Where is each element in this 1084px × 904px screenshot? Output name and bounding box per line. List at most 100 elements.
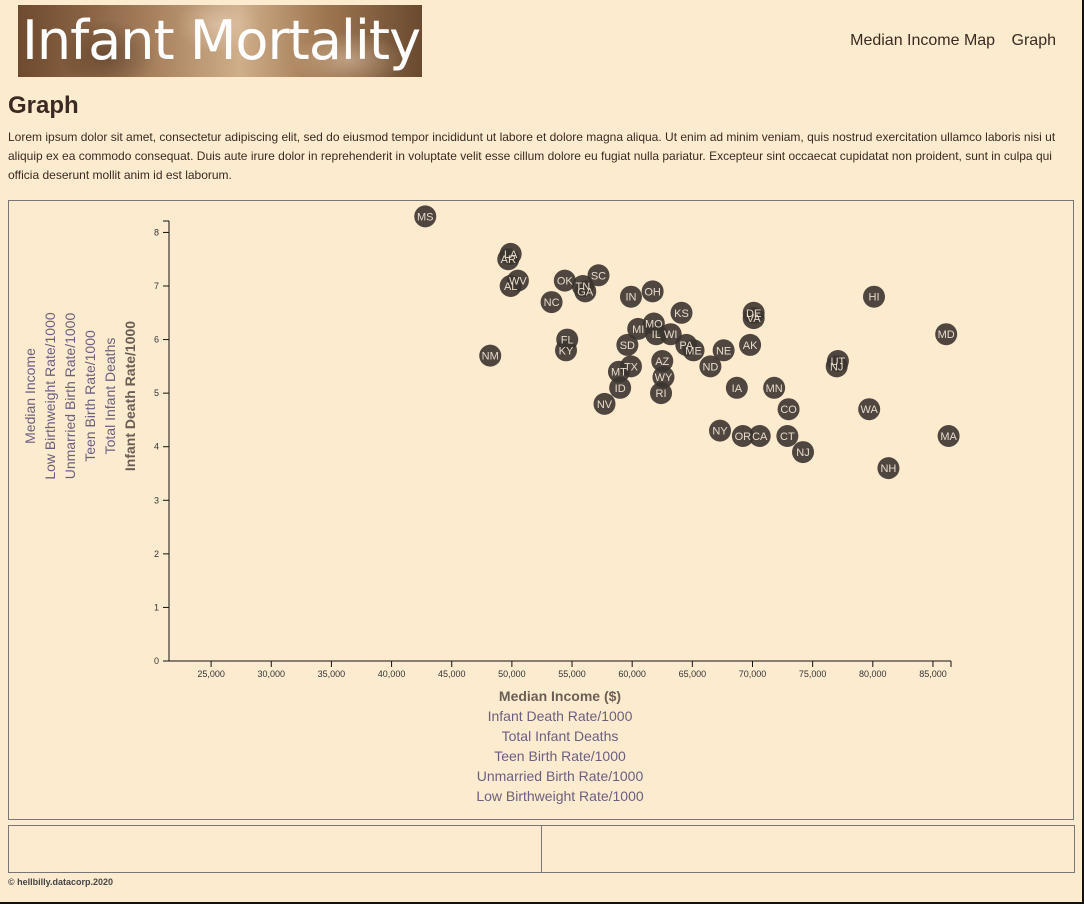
x-tick-label: 35,000: [318, 669, 346, 679]
state-marker-nc[interactable]: [540, 291, 563, 314]
state-marker-md[interactable]: [935, 323, 958, 346]
state-label-nh: NH: [880, 463, 896, 475]
state-label-or: OR: [735, 431, 752, 443]
state-label-ok: OK: [557, 276, 574, 288]
state-label-il: IL: [652, 329, 661, 341]
y-axis-option[interactable]: Unmarried Birth Rate/1000: [62, 313, 78, 480]
state-marker-ak[interactable]: [739, 333, 762, 356]
state-label-wa: WA: [861, 404, 879, 416]
state-marker-al[interactable]: [499, 275, 522, 297]
state-marker-hi[interactable]: [863, 285, 886, 308]
state-marker-nv[interactable]: [593, 392, 616, 415]
banner-title: Infant Mortality: [22, 9, 421, 72]
state-marker-ny[interactable]: [709, 419, 732, 442]
y-tick-label: 1: [154, 602, 159, 612]
x-axis-option[interactable]: Low Birthweight Rate/1000: [476, 788, 644, 804]
state-marker-mt[interactable]: [607, 360, 630, 383]
state-marker-wi[interactable]: [659, 323, 682, 346]
x-axis-label-active[interactable]: Median Income ($): [499, 688, 621, 704]
state-label-ca: CA: [752, 431, 768, 443]
x-axis-option[interactable]: Total Infant Deaths: [502, 728, 619, 744]
state-marker-mn[interactable]: [763, 376, 786, 399]
state-marker-sc[interactable]: [587, 264, 610, 287]
y-tick-label: 7: [154, 281, 159, 291]
state-label-mo: MO: [645, 319, 663, 331]
y-axis-option[interactable]: Low Birthweight Rate/1000: [42, 312, 58, 480]
y-tick-label: 3: [154, 495, 159, 505]
state-label-nm: NM: [482, 351, 499, 363]
y-axis-option[interactable]: Teen Birth Rate/1000: [82, 330, 98, 462]
y-tick-label: 8: [154, 227, 159, 237]
x-tick-label: 45,000: [438, 669, 466, 679]
y-tick-label: 5: [154, 388, 159, 398]
state-marker-nj[interactable]: [825, 355, 848, 378]
state-label-co: CO: [780, 404, 797, 416]
state-label-de: DE: [746, 308, 761, 320]
state-label-wi: WI: [664, 329, 677, 341]
state-marker-nh[interactable]: [877, 457, 900, 480]
nav-graph[interactable]: Graph: [1011, 32, 1056, 49]
state-label-md: MD: [938, 329, 955, 341]
state-label-ma: MA: [940, 431, 957, 443]
state-marker-ky[interactable]: [555, 339, 578, 362]
scatter-chart-container: 25,000 30,000 35,000 40,000 45,000 50,000 55,0…: [8, 200, 1074, 820]
x-axis-option[interactable]: Unmarried Birth Rate/1000: [477, 768, 644, 784]
state-label-ky: KY: [559, 345, 574, 357]
y-axis-option[interactable]: Total Infant Deaths: [102, 338, 118, 455]
state-marker-oh[interactable]: [641, 280, 664, 303]
state-marker-ms[interactable]: [414, 205, 437, 228]
state-marker-id[interactable]: [609, 376, 632, 399]
state-label-az: AZ: [655, 356, 669, 368]
state-label-ar: AR: [501, 254, 516, 266]
state-label-id: ID: [615, 383, 626, 395]
state-marker-ok[interactable]: [553, 269, 576, 292]
state-marker-ca[interactable]: [748, 425, 771, 447]
state-marker-co[interactable]: [777, 398, 800, 421]
state-label-ga: GA: [577, 286, 594, 298]
x-tick-label: 60,000: [618, 669, 646, 679]
state-marker-wa[interactable]: [858, 398, 881, 421]
banner-photo-feet: [18, 5, 422, 77]
x-tick-label: 75,000: [799, 669, 827, 679]
state-marker-nd[interactable]: [699, 355, 722, 378]
state-marker-ia[interactable]: [725, 376, 748, 399]
state-marker-ks[interactable]: [670, 301, 693, 324]
state-label-sd: SD: [620, 340, 635, 352]
state-marker-ar[interactable]: [497, 248, 520, 271]
state-marker-nj[interactable]: [792, 441, 815, 464]
x-tick-label: 25,000: [197, 669, 225, 679]
state-marker-ne[interactable]: [712, 339, 735, 362]
state-marker-in[interactable]: [619, 285, 642, 308]
state-label-pa: PA: [679, 340, 694, 352]
state-marker-ma[interactable]: [937, 425, 960, 447]
x-tick-label: 30,000: [257, 669, 285, 679]
state-label-mi: MI: [632, 324, 644, 336]
state-marker-az[interactable]: [651, 350, 674, 372]
y-tick-label: 0: [154, 656, 159, 666]
state-marker-sd[interactable]: [616, 333, 639, 356]
state-marker-me[interactable]: [682, 339, 705, 362]
footer-copyright: © hellbilly.datacorp.2020: [8, 877, 114, 887]
state-label-ia: IA: [732, 383, 743, 395]
state-marker-va[interactable]: [742, 307, 765, 330]
x-axis-option[interactable]: Infant Death Rate/1000: [488, 708, 633, 724]
state-label-sc: SC: [591, 270, 606, 282]
state-marker-ct[interactable]: [776, 425, 799, 447]
state-marker-or[interactable]: [731, 425, 754, 447]
x-tick-label: 80,000: [859, 669, 887, 679]
y-axis-option[interactable]: Median Income: [22, 348, 38, 444]
state-label-la: LA: [504, 249, 518, 261]
intro-paragraph: Lorem ipsum dolor sit amet, consectetur …: [8, 130, 1056, 182]
x-axis-option[interactable]: Teen Birth Rate/1000: [494, 748, 626, 764]
state-label-in: IN: [625, 292, 636, 304]
state-marker-ri[interactable]: [650, 382, 673, 405]
y-tick-label: 6: [154, 335, 159, 345]
nav-median-income-map[interactable]: Median Income Map: [850, 32, 996, 49]
y-axis-label-active[interactable]: Infant Death Rate/1000: [122, 321, 138, 471]
state-label-wy: WY: [655, 372, 673, 384]
state-marker-wy[interactable]: [652, 366, 675, 389]
state-marker-nm[interactable]: [479, 344, 502, 367]
state-label-wv: WV: [509, 276, 527, 288]
state-label-nj: NJ: [796, 447, 809, 459]
state-marker-ga[interactable]: [574, 280, 597, 303]
